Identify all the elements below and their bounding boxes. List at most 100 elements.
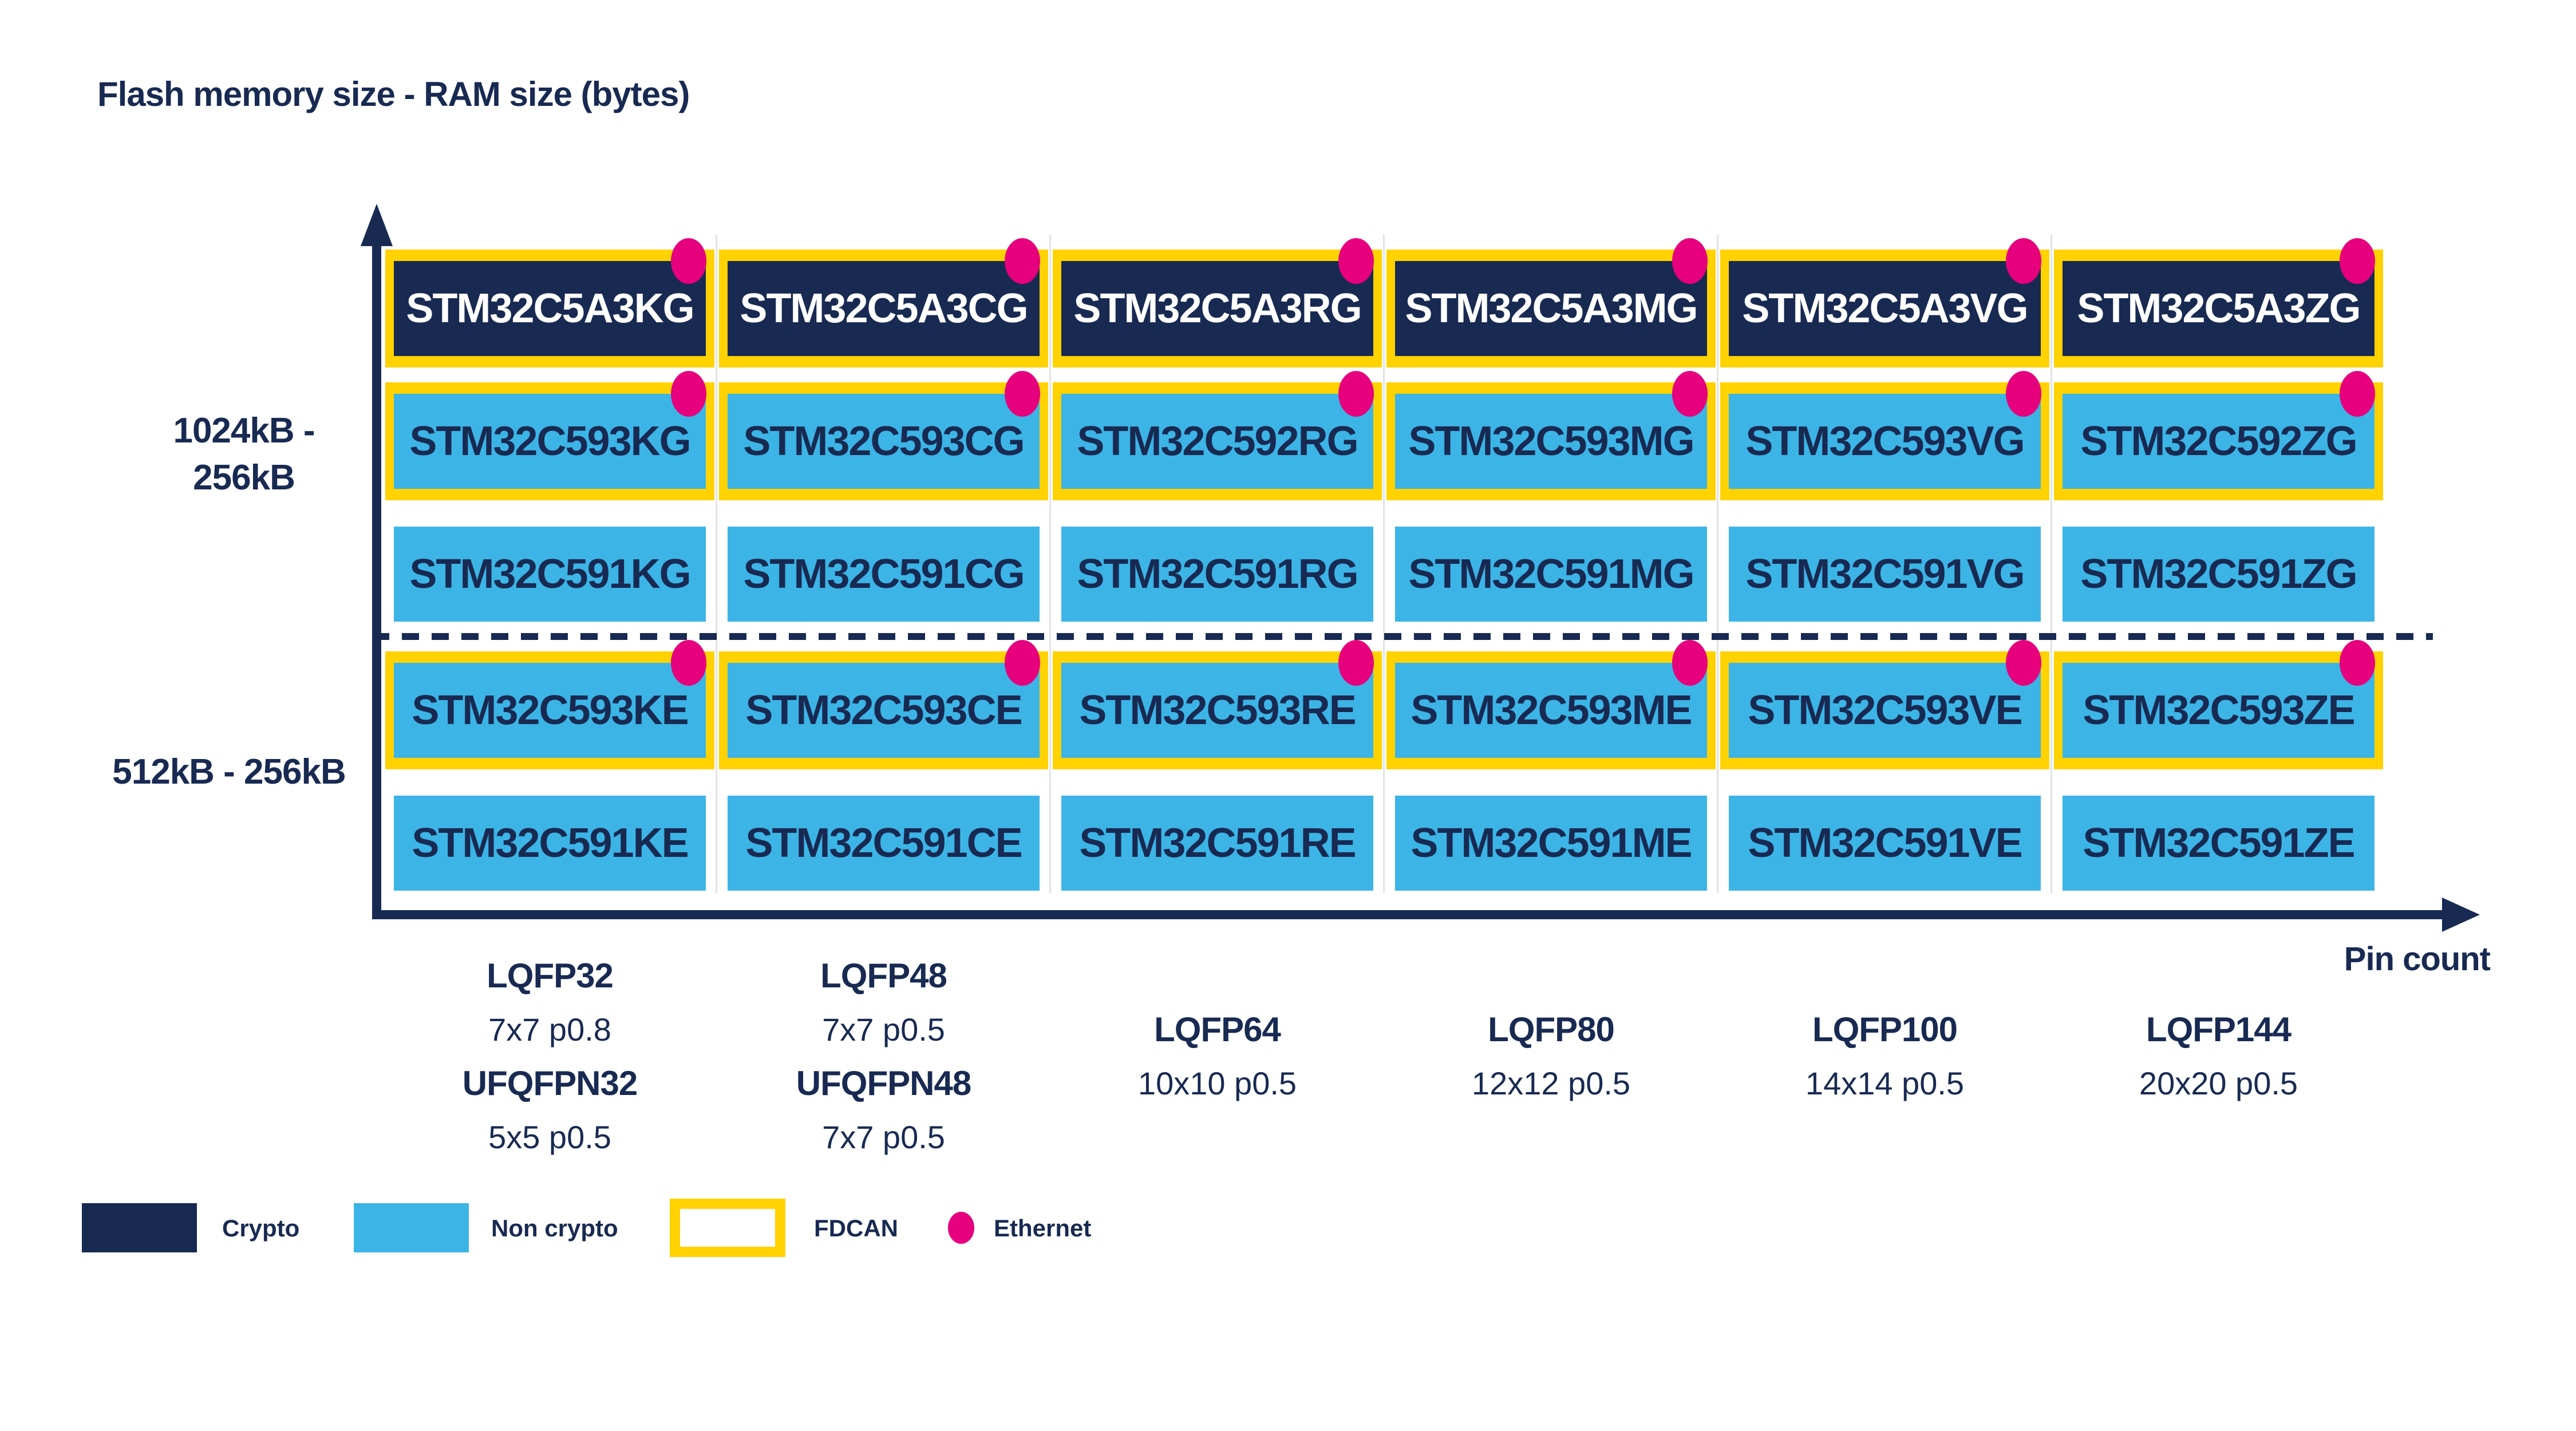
chip-cell: STM32C5A3ZG xyxy=(2054,238,2383,367)
y-axis-line xyxy=(372,229,381,919)
ethernet-dot-icon xyxy=(2006,371,2041,417)
chip-cell: STM32C5A3MG xyxy=(1386,238,1716,367)
chip-label: STM32C591CE xyxy=(745,820,1022,866)
chip-label: STM32C5A3KG xyxy=(406,286,694,331)
chip-label: STM32C591KG xyxy=(409,551,691,597)
chip-label: STM32C591ME xyxy=(1411,820,1692,866)
ethernet-dot-icon xyxy=(671,371,706,417)
package-label-col6: LQFP144 20x20 p0.5 xyxy=(2052,1003,2385,1110)
ethernet-dot-icon xyxy=(1672,238,1708,284)
x-axis-line xyxy=(372,910,2444,919)
chip-cell: STM32C592ZG xyxy=(2054,371,2383,500)
column-separator xyxy=(1717,235,1718,893)
chip-label: STM32C591ZE xyxy=(2083,820,2355,866)
chip-label: STM32C593ZE xyxy=(2083,687,2355,733)
chip-cell: STM32C591KG xyxy=(394,527,706,622)
chip-label: STM32C591ZG xyxy=(2080,551,2357,597)
chip-cell: STM32C591CG xyxy=(728,527,1040,622)
package-name: LQFP100 xyxy=(1812,1010,1958,1049)
chip: STM32C593VG xyxy=(1729,394,2041,489)
chip-label: STM32C5A3CG xyxy=(740,286,1028,331)
chip-label: STM32C592ZG xyxy=(2080,418,2357,464)
chip-label: STM32C593VG xyxy=(1745,418,2025,464)
chip: STM32C592ZG xyxy=(2063,394,2374,489)
package-dimensions: 14x14 p0.5 xyxy=(1805,1065,1965,1101)
chip: STM32C593RE xyxy=(1061,663,1373,758)
legend-crypto-label: Crypto xyxy=(222,1215,300,1242)
chip: STM32C591ZE xyxy=(2063,796,2374,891)
ethernet-dot-icon xyxy=(1005,640,1040,686)
chip-cell: STM32C591ZE xyxy=(2063,796,2374,891)
legend-fdcan-label: FDCAN xyxy=(814,1215,898,1242)
chip-label: STM32C593RE xyxy=(1079,687,1356,733)
chip-label: STM32C593ME xyxy=(1411,687,1692,733)
chip: STM32C593VE xyxy=(1729,663,2041,758)
package-name: LQFP32 xyxy=(487,956,614,995)
package-dimensions: 12x12 p0.5 xyxy=(1471,1065,1631,1101)
ethernet-dot-icon xyxy=(2340,371,2375,417)
column-separator xyxy=(1383,235,1385,893)
package-label-col2: LQFP48 7x7 p0.5 UFQFPN48 7x7 p0.5 xyxy=(717,949,1050,1164)
package-dimensions: 7x7 p0.5 xyxy=(822,1119,945,1155)
chip-cell: STM32C5A3VG xyxy=(1720,238,2049,367)
package-name: LQFP80 xyxy=(1488,1010,1615,1049)
package-dimensions: 7x7 p0.8 xyxy=(488,1011,611,1047)
package-label-col5: LQFP100 14x14 p0.5 xyxy=(1718,1003,2052,1110)
chip-label: STM32C593VE xyxy=(1748,687,2022,733)
chip: STM32C591VG xyxy=(1729,527,2041,622)
package-dimensions: 20x20 p0.5 xyxy=(2139,1065,2298,1101)
chip: STM32C5A3MG xyxy=(1395,261,1707,356)
chip: STM32C5A3KG xyxy=(394,261,706,356)
chip: STM32C593CG xyxy=(728,394,1040,489)
package-name: UFQFPN32 xyxy=(462,1064,638,1102)
ethernet-dot-icon xyxy=(671,238,706,284)
chip-cell: STM32C591MG xyxy=(1395,527,1707,622)
chip-cell: STM32C593ME xyxy=(1386,640,1716,769)
chip-label: STM32C5A3VG xyxy=(1742,286,2028,331)
ethernet-dot-icon xyxy=(1005,238,1040,284)
y-axis-label-line: 1024kB - xyxy=(173,411,315,450)
y-axis-label-512kb: 512kB - 256kB xyxy=(112,752,346,792)
chip-label: STM32C5A3MG xyxy=(1405,286,1698,331)
chip: STM32C593ME xyxy=(1395,663,1707,758)
chip-cell: STM32C591ME xyxy=(1395,796,1707,891)
chip-cell: STM32C5A3RG xyxy=(1053,238,1382,367)
chip-cell: STM32C591RG xyxy=(1061,527,1373,622)
chip-cell: STM32C5A3KG xyxy=(385,238,714,367)
chip-label: STM32C593CE xyxy=(745,687,1022,733)
chip: STM32C593KG xyxy=(394,394,706,489)
chip: STM32C5A3ZG xyxy=(2063,261,2374,356)
package-name: UFQFPN48 xyxy=(796,1064,971,1102)
chip: STM32C591MG xyxy=(1395,527,1707,622)
chip-cell: STM32C5A3CG xyxy=(719,238,1048,367)
chip-label: STM32C591CG xyxy=(743,551,1025,597)
ethernet-dot-icon xyxy=(1338,371,1374,417)
chip: STM32C591KE xyxy=(394,796,706,891)
ethernet-dot-icon xyxy=(2006,640,2041,686)
chip-cell: STM32C593VG xyxy=(1720,371,2049,500)
page-title: Flash memory size - RAM size (bytes) xyxy=(97,75,690,113)
x-axis-arrowhead-icon xyxy=(2442,898,2480,932)
chip: STM32C591CE xyxy=(728,796,1040,891)
chip-cell: STM32C591KE xyxy=(394,796,706,891)
chip-cell: STM32C591ZG xyxy=(2063,527,2374,622)
legend-non-crypto-label: Non crypto xyxy=(491,1215,618,1242)
chip: STM32C593KE xyxy=(394,663,706,758)
chip-label: STM32C593MG xyxy=(1408,418,1694,464)
package-label-col4: LQFP80 12x12 p0.5 xyxy=(1384,1003,1718,1110)
chip-cell: STM32C593RE xyxy=(1053,640,1382,769)
chip: STM32C591RG xyxy=(1061,527,1373,622)
package-name: LQFP64 xyxy=(1154,1010,1281,1049)
chip-label: STM32C591VE xyxy=(1748,820,2022,866)
chip-label: STM32C591VG xyxy=(1745,551,2025,597)
chip-label: STM32C591RE xyxy=(1079,820,1356,866)
y-axis-label-1024kb: 1024kB - 256kB xyxy=(97,408,390,501)
ethernet-dot-icon xyxy=(671,640,706,686)
ethernet-dot-icon xyxy=(1672,640,1708,686)
chip-label: STM32C591MG xyxy=(1408,551,1694,597)
chip: STM32C591ZG xyxy=(2063,527,2374,622)
y-axis-label-line: 256kB xyxy=(193,458,295,497)
chip-label: STM32C591KE xyxy=(412,820,689,866)
chip-label: STM32C593KG xyxy=(409,418,691,464)
package-name: LQFP48 xyxy=(820,956,947,995)
